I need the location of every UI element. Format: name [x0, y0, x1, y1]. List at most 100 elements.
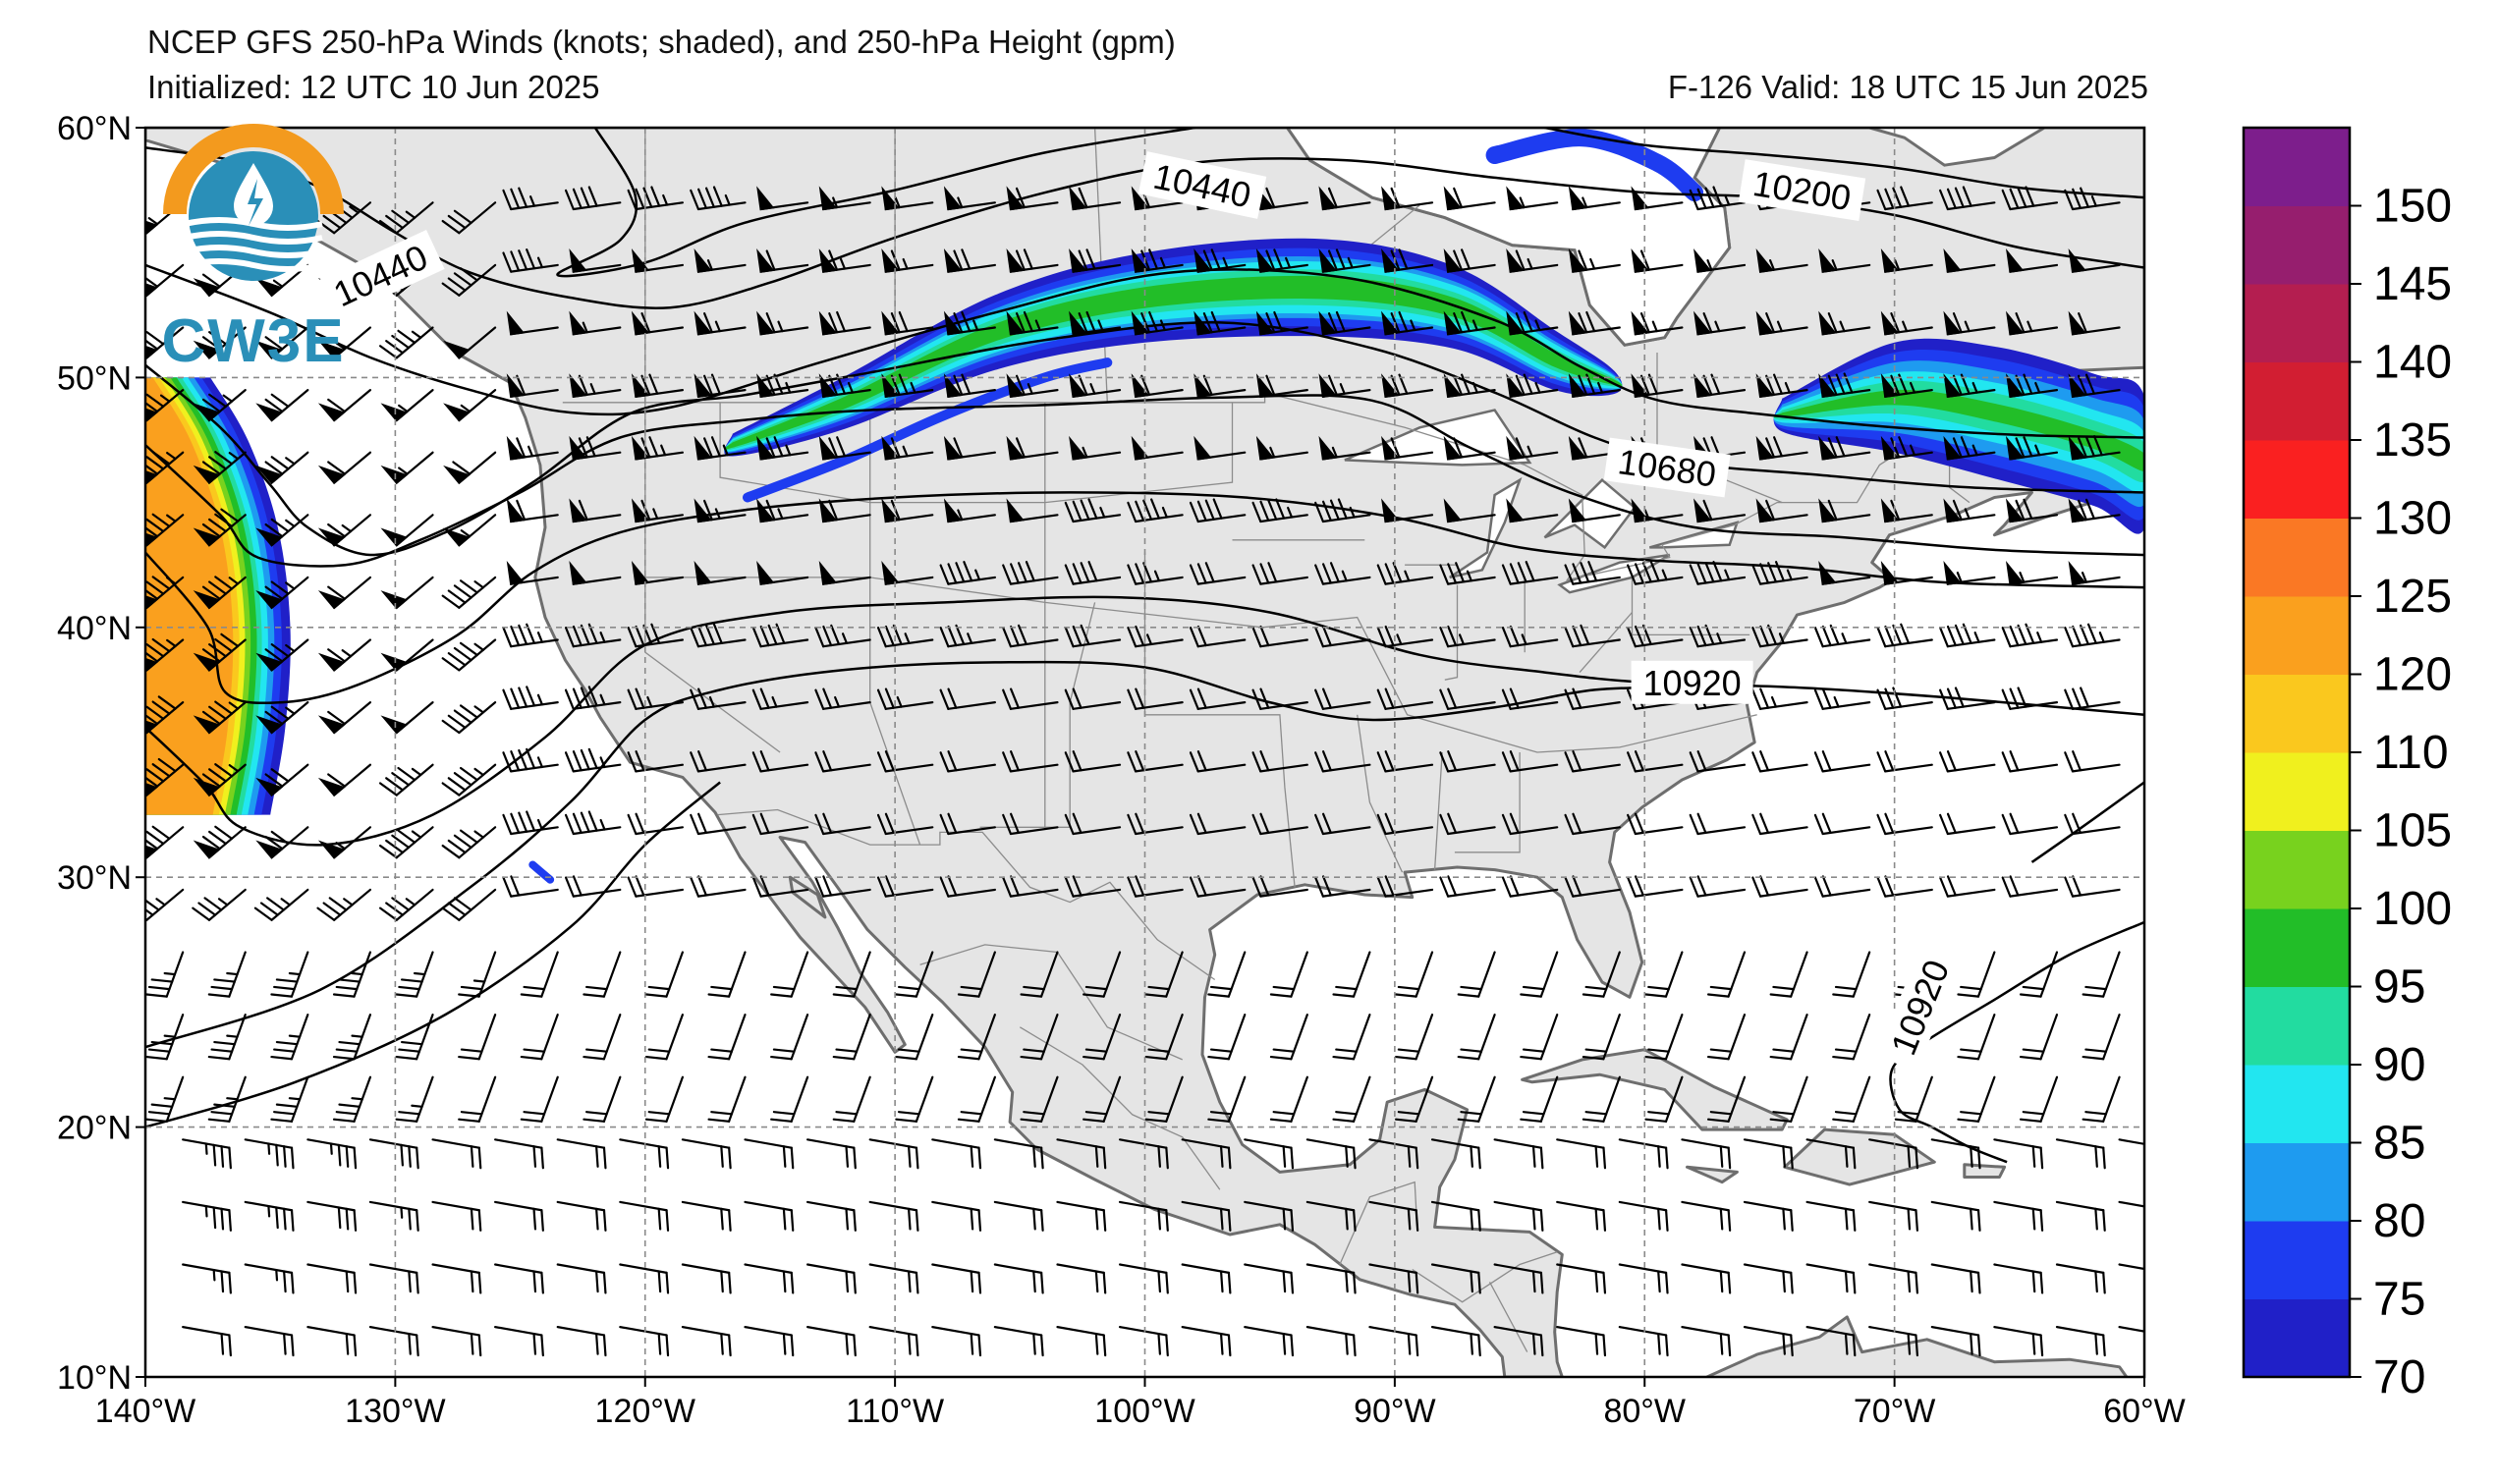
- wind-barb-flag: [1943, 561, 1962, 585]
- colorbar-swatch: [2244, 986, 2350, 1066]
- wind-barb-flag: [1568, 498, 1587, 523]
- wind-barb: [1805, 1138, 1857, 1170]
- wind-barb-feather: [1876, 688, 1887, 710]
- wind-barb-feather: [585, 1048, 608, 1053]
- colorbar-swatch: [2244, 674, 2350, 753]
- wind-barb-feather: [1327, 249, 1338, 271]
- wind-barb-half: [1716, 632, 1723, 644]
- wind-barb: [1439, 875, 1496, 898]
- wind-barb-feather: [214, 637, 234, 653]
- wind-barb: [1131, 186, 1184, 211]
- wind-barb-feather: [1782, 1145, 1786, 1168]
- wind-barb-feather: [1876, 813, 1887, 836]
- colorbar-swatch: [2244, 361, 2350, 441]
- wind-barb: [494, 1263, 544, 1294]
- wind-barb-feather: [1259, 875, 1270, 897]
- wind-barb-feather: [345, 1145, 350, 1168]
- wind-barb: [569, 373, 622, 399]
- wind-barb-feather: [518, 187, 528, 208]
- wind-barb: [1943, 561, 1996, 585]
- wind-barb-feather: [907, 1332, 912, 1355]
- wind-barb-flag: [255, 840, 283, 859]
- colorbar-swatch: [2244, 440, 2350, 519]
- wind-barb: [441, 201, 497, 235]
- wind-barb-feather: [970, 1332, 974, 1355]
- wind-barb-feather: [1594, 1207, 1599, 1231]
- wind-barb-feather: [1689, 813, 1699, 836]
- wind-barb-feather: [145, 776, 159, 788]
- wind-barb: [1118, 1326, 1169, 1357]
- wind-barb-feather: [2166, 1335, 2167, 1355]
- wind-barb-flag: [2006, 310, 2025, 336]
- wind-barb-feather: [564, 751, 575, 773]
- logo-sun-arc: [163, 124, 344, 215]
- wind-barb-feather: [1952, 437, 1963, 459]
- wind-barb-feather: [1782, 1332, 1786, 1355]
- wind-barb-feather: [1689, 189, 1699, 211]
- contour-label: 10680: [1603, 437, 1731, 498]
- wind-barb: [1689, 875, 1747, 898]
- wind-barb-feather: [977, 1209, 982, 1232]
- wind-barb-feather: [1398, 310, 1409, 333]
- wind-barb-half: [226, 1097, 239, 1101]
- wind-barb-half: [278, 337, 290, 346]
- wind-barb-half: [1786, 569, 1793, 581]
- wind-barb-half: [1341, 570, 1348, 582]
- wind-barb-feather: [327, 522, 346, 538]
- wind-barb-feather: [1946, 188, 1957, 209]
- wind-barb-flag: [881, 561, 900, 585]
- wind-barb: [244, 1200, 295, 1232]
- wind-barb-feather: [697, 188, 707, 209]
- wind-barb-feather: [939, 876, 950, 898]
- wind-barb-feather: [751, 626, 762, 648]
- wind-barb-feather: [1461, 310, 1471, 333]
- wind-barb-half: [155, 898, 166, 907]
- wind-barb-feather: [1196, 812, 1207, 834]
- wind-barb: [694, 248, 747, 273]
- wind-barb-feather: [477, 1209, 482, 1232]
- wind-barb: [770, 951, 809, 998]
- wind-barb: [506, 561, 559, 585]
- wind-barb: [756, 248, 809, 273]
- wind-barb-feather: [459, 641, 478, 657]
- wind-barb-feather: [1327, 312, 1338, 334]
- wind-barb-feather: [147, 985, 171, 991]
- wind-barb-feather: [828, 499, 839, 522]
- wind-barb-feather: [2082, 1055, 2105, 1061]
- wind-barb: [270, 1014, 309, 1061]
- colorbar-swatch: [2244, 908, 2350, 987]
- jet-shade-97: [1773, 389, 2144, 472]
- wind-barb-feather: [602, 1146, 607, 1170]
- wind-barb-feather: [2009, 875, 2020, 897]
- wind-barb-feather: [572, 875, 583, 897]
- wind-barb-feather: [1461, 248, 1471, 270]
- wind-barb-feather: [1353, 1271, 1357, 1294]
- wind-barb: [1131, 373, 1184, 399]
- wind-barb-feather: [953, 312, 964, 334]
- wind-barb-flag: [2006, 248, 2025, 273]
- wind-barb: [1368, 1326, 1419, 1357]
- wind-barb-half: [974, 569, 981, 581]
- wind-barb-feather: [832, 993, 856, 998]
- wind-barb-feather: [1664, 1271, 1669, 1294]
- wind-barb: [818, 435, 871, 461]
- wind-barb-feather: [1976, 1146, 1981, 1170]
- colorbar-swatch: [2244, 205, 2350, 285]
- wind-barb-feather: [580, 624, 590, 646]
- wind-barb: [1430, 1200, 1481, 1232]
- wind-barb: [378, 201, 434, 235]
- wind-barb-feather: [1572, 687, 1582, 709]
- wind-barb-half: [957, 196, 964, 209]
- wind-barb-feather: [1072, 812, 1082, 834]
- wind-barb: [1131, 248, 1184, 273]
- wind-barb-half: [413, 971, 426, 976]
- wind-barb-feather: [1602, 1146, 1607, 1170]
- wind-barb: [368, 1263, 419, 1294]
- wind-barb-feather: [157, 695, 177, 710]
- wind-barb-feather: [1210, 248, 1221, 270]
- wind-barb: [494, 1326, 544, 1357]
- wind-barb: [1314, 812, 1371, 836]
- colorbar-label: 80: [2373, 1195, 2425, 1247]
- wind-barb: [1251, 812, 1308, 836]
- wind-barb: [1876, 623, 1933, 648]
